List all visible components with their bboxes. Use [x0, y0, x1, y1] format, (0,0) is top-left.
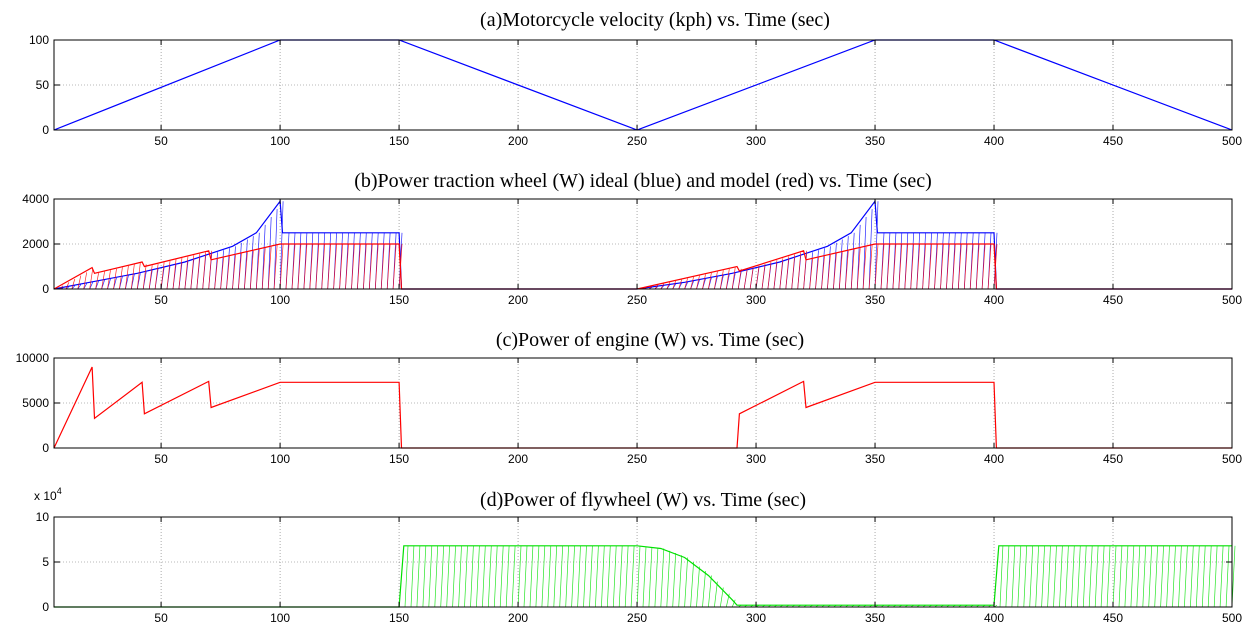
panel-c-ytick-label-2: 10000 — [16, 351, 50, 365]
panel-d-xtick-label-8: 450 — [1103, 611, 1123, 625]
panel-a-xtick-label-5: 300 — [746, 134, 766, 148]
panel-a-xtick-label-3: 200 — [508, 134, 528, 148]
panel-c-xtick-label-2: 150 — [389, 452, 409, 466]
panel-d-xtick-label-6: 350 — [865, 611, 885, 625]
panel-d-xtick-label-2: 150 — [389, 611, 409, 625]
panel-d-ytick-label-0: 0 — [42, 600, 49, 614]
panel-a-xtick-label-9: 500 — [1222, 134, 1242, 148]
panel-c-xtick-label-6: 350 — [865, 452, 885, 466]
panel-d-multiplier-base: x 10 — [34, 489, 57, 503]
panel-b-xtick-label-6: 350 — [865, 293, 885, 307]
panel-d-series-0-line — [54, 545, 1232, 608]
panel-d-multiplier-exponent: 4 — [57, 486, 62, 496]
panel-a-xtick-label-1: 100 — [270, 134, 290, 148]
panel-d-xtick-label-0: 50 — [154, 611, 168, 625]
panel-c-ytick-label-0: 0 — [42, 441, 49, 455]
panel-b-series-0-line — [53, 199, 1232, 290]
panel-d-xtick-label-5: 300 — [746, 611, 766, 625]
panel-a-xtick-label-7: 400 — [984, 134, 1004, 148]
panel-b-ytick-label-1: 2000 — [22, 237, 49, 251]
panel-c-xtick-label-5: 300 — [746, 452, 766, 466]
panel-a-xtick-label-6: 350 — [865, 134, 885, 148]
panel-a-ytick-label-0: 0 — [42, 123, 49, 137]
panel-c-xtick-label-9: 500 — [1222, 452, 1242, 466]
panel-d-xtick-label-1: 100 — [270, 611, 290, 625]
panel-c-xtick-label-3: 200 — [508, 452, 528, 466]
panel-a-ytick-label-1: 50 — [36, 78, 50, 92]
panel-d-multiplier: x 104 — [34, 486, 62, 503]
panel-c-title: (c)Power of engine (W) vs. Time (sec) — [496, 329, 804, 351]
panel-d-ytick-label-1: 5 — [42, 555, 49, 569]
panel-d-xtick-label-9: 500 — [1222, 611, 1242, 625]
panel-c-ytick-label-1: 5000 — [22, 396, 49, 410]
panel-b-series-0-hatch — [59, 201, 998, 290]
panel-c-xtick-label-4: 250 — [627, 452, 647, 466]
panel-d-axes: 50 100 150 200 250 300 350 400 450 500 0 5 10 — [36, 510, 1243, 625]
panel-d-xtick-label-4: 250 — [627, 611, 647, 625]
panel-a-ytick-label-2: 100 — [29, 33, 49, 47]
panel-b-xtick-label-8: 450 — [1103, 293, 1123, 307]
panel-b-xtick-label-4: 250 — [627, 293, 647, 307]
panel-c-xtick-label-1: 100 — [270, 452, 290, 466]
panel-a-xtick-label-8: 450 — [1103, 134, 1123, 148]
panel-b-xtick-label-2: 150 — [389, 293, 409, 307]
panel-d-xtick-label-7: 400 — [984, 611, 1004, 625]
panel-b-xtick-label-9: 500 — [1222, 293, 1242, 307]
panel-b-series-1-hatch — [59, 243, 998, 290]
panel-b-ytick-label-2: 4000 — [22, 192, 49, 206]
panel-d-ytick-label-2: 10 — [36, 510, 50, 524]
panel-b-xtick-label-5: 300 — [746, 293, 766, 307]
panel-c-xtick-label-7: 400 — [984, 452, 1004, 466]
panel-a-title: (a)Motorcycle velocity (kph) vs. Time (s… — [480, 9, 830, 31]
panel-b-ytick-label-0: 0 — [42, 282, 49, 296]
panel-b-axes: 50 100 150 200 250 300 350 400 450 500 0 2000 4000 — [22, 192, 1242, 307]
panel-a-axes: 50 100 150 200 250 300 350 400 450 500 0 50 100 — [29, 33, 1242, 148]
panel-c-series-0-line — [53, 366, 1232, 449]
panel-d-xtick-label-3: 200 — [508, 611, 528, 625]
panel-b-title: (b)Power traction wheel (W) ideal (blue)… — [354, 170, 932, 192]
panel-b-series-1-line — [53, 243, 1232, 290]
panel-c-xtick-label-0: 50 — [154, 452, 168, 466]
panel-c-xtick-label-8: 450 — [1103, 452, 1123, 466]
panel-b-xtick-label-3: 200 — [508, 293, 528, 307]
panel-b-xtick-label-7: 400 — [984, 293, 1004, 307]
panel-d-series-0-hatch — [404, 545, 1236, 608]
panel-a-xtick-label-4: 250 — [627, 134, 647, 148]
panel-b-xtick-label-1: 100 — [270, 293, 290, 307]
panel-d-title: (d)Power of flywheel (W) vs. Time (sec) — [480, 489, 806, 511]
panel-a-xtick-label-2: 150 — [389, 134, 409, 148]
panel-a-xtick-label-0: 50 — [154, 134, 168, 148]
panel-b-xtick-label-0: 50 — [154, 293, 168, 307]
